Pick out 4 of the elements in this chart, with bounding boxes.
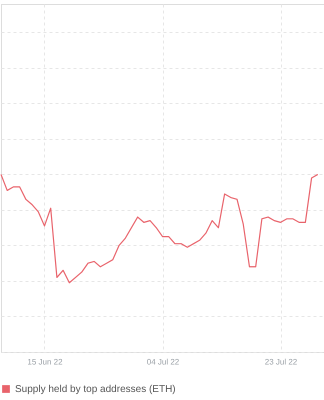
x-tick-label: 04 Jul 22 (146, 358, 180, 366)
x-tick-label: 23 Jul 22 (264, 358, 298, 366)
x-tick-label: 15 Jun 22 (27, 358, 64, 366)
legend-label: Supply held by top addresses (ETH) (15, 384, 176, 395)
